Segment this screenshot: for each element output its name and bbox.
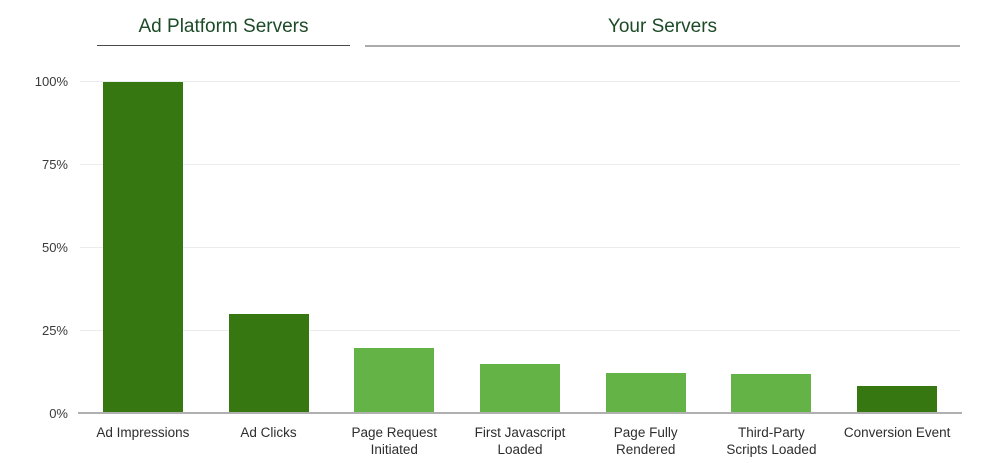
gridline-50 <box>80 247 960 248</box>
section-underline-your-servers <box>365 45 960 47</box>
y-tick-label-100: 100% <box>34 74 68 89</box>
x-label-page-fully-rendered: Page Fully Rendered <box>613 425 678 457</box>
gridline-75 <box>80 164 960 165</box>
x-label-ad-clicks: Ad Clicks <box>240 425 297 440</box>
x-label-page-request-initiated: Page Request Initiated <box>351 425 438 457</box>
x-label-third-party-scripts-loaded: Third-Party Scripts Loaded <box>726 425 817 457</box>
section-header-label-your-servers: Your Servers <box>607 16 718 37</box>
bar-conversion-event <box>857 385 938 412</box>
y-tick-label-25: 25% <box>41 323 68 338</box>
y-tick-label-0: 0% <box>49 406 68 421</box>
section-header-your-servers: Your Servers <box>365 15 960 47</box>
bar-ad-clicks <box>228 314 309 412</box>
bar-page-request-initiated <box>354 347 435 412</box>
bar-ad-impressions <box>102 82 183 412</box>
plot-area <box>78 81 962 414</box>
x-label-conversion-event: Conversion Event <box>843 425 951 440</box>
bar-first-javascript-loaded <box>480 364 560 412</box>
section-underline-ad-platform-servers <box>97 45 350 46</box>
bar-page-fully-rendered <box>605 372 686 412</box>
x-axis-line <box>78 412 962 414</box>
section-header-ad-platform-servers: Ad Platform Servers <box>97 15 350 46</box>
gridline-100 <box>80 81 960 82</box>
x-label-ad-impressions: Ad Impressions <box>96 425 190 440</box>
bar-third-party-scripts-loaded <box>731 374 812 412</box>
section-header-label-ad-platform-servers: Ad Platform Servers <box>138 16 309 37</box>
y-tick-label-50: 50% <box>41 240 68 255</box>
gridline-25 <box>80 330 960 331</box>
y-tick-label-75: 75% <box>41 157 68 172</box>
x-label-first-javascript-loaded: First Javascript Loaded <box>474 425 566 457</box>
